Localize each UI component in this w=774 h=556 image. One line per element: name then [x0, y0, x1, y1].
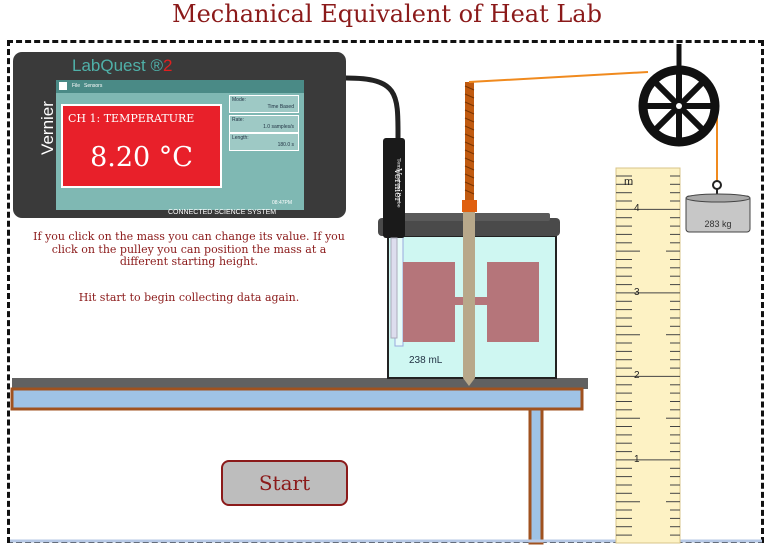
menu-sensors[interactable]: Sensors: [84, 83, 103, 89]
ruler-unit: m: [624, 176, 634, 188]
rod-collar: [462, 200, 477, 212]
system-name: CONNECTED SCIENCE SYSTEM: [168, 209, 277, 216]
start-button[interactable]: Start: [221, 460, 348, 506]
start-hint: Hit start to begin collecting data again…: [78, 291, 300, 304]
beaker-volume: 238 mL: [409, 355, 443, 366]
hanging-mass[interactable]: [685, 180, 751, 233]
menu-file[interactable]: File: [72, 83, 81, 89]
menu-checkbox[interactable]: [59, 82, 67, 90]
temperature-display: [61, 104, 222, 188]
ruler-label-2: 2: [634, 370, 640, 381]
page-title: Mechanical Equivalent of Heat Lab: [172, 0, 602, 28]
ruler-label-4: 4: [634, 203, 640, 214]
mass-label[interactable]: 283 kg: [704, 219, 732, 229]
labquest-brand: LabQuest ®2: [72, 56, 173, 75]
probe-cable: [345, 75, 401, 141]
meter-stick: [615, 167, 681, 544]
probe-name: Temperature Probe: [395, 158, 402, 208]
vernier-side-label: Vernier: [38, 101, 57, 155]
threaded-rod: [465, 82, 474, 202]
paddle-left: [403, 262, 455, 342]
paddle-right: [487, 262, 539, 342]
table-leg: [528, 407, 544, 545]
temperature-probe: [383, 138, 405, 238]
rate-info: Rate: 1.0 samples/s: [229, 115, 299, 133]
table-apron: [10, 387, 584, 411]
table-top: [12, 378, 588, 389]
mode-info: Mode: Time Based: [229, 95, 299, 113]
length-info: Length: 180.0 s: [229, 133, 299, 151]
ruler-label-1: 1: [634, 454, 640, 465]
channel-label: CH 1: TEMPERATURE: [68, 112, 195, 125]
ruler-label-3: 3: [634, 287, 640, 298]
stirrer-tip: [463, 378, 475, 386]
rope: [468, 71, 649, 83]
instructions-text: If you click on the mass you can change …: [33, 230, 345, 268]
stirrer-shaft: [463, 210, 475, 378]
pulley[interactable]: [638, 65, 720, 147]
labquest-menubar: File Sensors: [56, 80, 304, 93]
temperature-reading: 8.20 °C: [90, 142, 193, 173]
clock: 08:47PM: [272, 200, 293, 206]
